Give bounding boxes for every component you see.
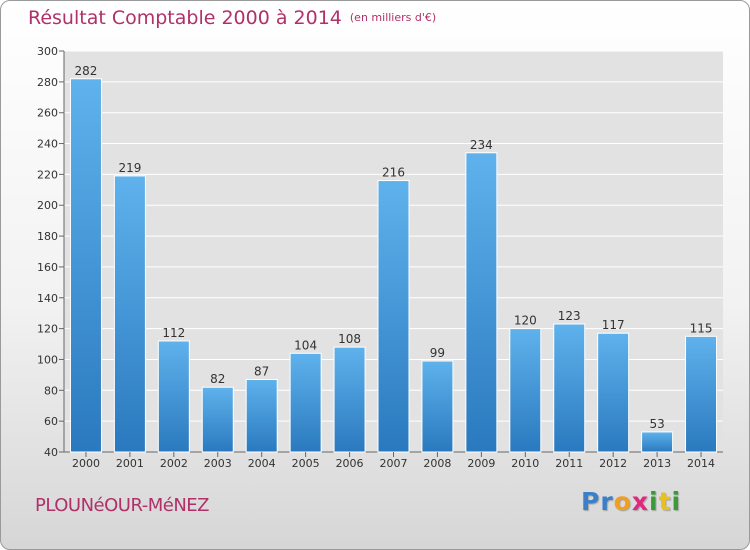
x-tick-label: 2009 xyxy=(467,457,495,470)
y-tick-label: 60 xyxy=(44,415,58,428)
y-tick-label: 140 xyxy=(37,292,58,305)
bar xyxy=(157,340,190,453)
bar xyxy=(113,175,146,453)
x-tick-label: 2002 xyxy=(160,457,188,470)
bar xyxy=(377,180,410,453)
x-tick-label: 2004 xyxy=(248,457,276,470)
logo-letter: o xyxy=(613,487,632,516)
data-label: 112 xyxy=(162,326,185,340)
commune-name: PLOUNéOUR-MéNEZ xyxy=(35,495,210,516)
bar xyxy=(597,332,630,453)
bar xyxy=(553,323,586,453)
x-tick-label: 2011 xyxy=(555,457,583,470)
bar xyxy=(333,346,366,453)
bar xyxy=(201,386,234,453)
x-tick-label: 2013 xyxy=(643,457,671,470)
logo-letter: r xyxy=(600,487,614,516)
data-label: 219 xyxy=(118,161,141,175)
y-tick-label: 200 xyxy=(37,199,58,212)
data-label: 82 xyxy=(210,372,225,386)
y-tick-label: 260 xyxy=(37,107,58,120)
data-label: 282 xyxy=(75,64,98,78)
data-label: 104 xyxy=(294,338,317,352)
logo-letter: t xyxy=(658,487,672,516)
bar xyxy=(421,360,454,453)
x-tick-label: 2001 xyxy=(116,457,144,470)
data-label: 123 xyxy=(558,309,581,323)
bar xyxy=(509,328,542,453)
data-label: 120 xyxy=(514,314,537,328)
y-tick-label: 180 xyxy=(37,230,58,243)
logo-letter: i xyxy=(649,487,659,516)
x-tick-label: 2000 xyxy=(72,457,100,470)
x-tick-label: 2014 xyxy=(687,457,715,470)
chart-title: Résultat Comptable 2000 à 2014 (en millie… xyxy=(28,7,436,29)
data-label: 117 xyxy=(602,318,625,332)
data-label: 99 xyxy=(430,346,445,360)
data-label: 108 xyxy=(338,332,361,346)
x-tick-label: 2005 xyxy=(292,457,320,470)
data-label: 115 xyxy=(690,321,713,335)
chart-title-text: Résultat Comptable 2000 à 2014 xyxy=(28,7,342,29)
y-tick-label: 80 xyxy=(44,384,58,397)
bar xyxy=(465,152,498,453)
x-tick-label: 2006 xyxy=(336,457,364,470)
chart-subtitle: (en milliers d'€) xyxy=(349,11,437,24)
logo-letter: i xyxy=(671,487,682,516)
bar xyxy=(289,352,322,453)
x-tick-label: 2012 xyxy=(599,457,627,470)
bar xyxy=(641,431,674,453)
proxiti-logo: Proxiti xyxy=(581,487,681,516)
data-label: 87 xyxy=(254,365,269,379)
y-tick-label: 100 xyxy=(37,353,58,366)
data-label: 216 xyxy=(382,166,405,180)
x-tick-label: 2003 xyxy=(204,457,232,470)
logo-letter: P xyxy=(581,487,601,516)
data-label: 234 xyxy=(470,138,493,152)
y-tick-label: 280 xyxy=(37,76,58,89)
x-tick-label: 2007 xyxy=(380,457,408,470)
y-tick-label: 40 xyxy=(44,446,58,459)
bar xyxy=(69,78,102,453)
data-label: 53 xyxy=(649,417,664,431)
bar xyxy=(245,379,278,453)
y-tick-label: 160 xyxy=(37,261,58,274)
x-tick-label: 2010 xyxy=(511,457,539,470)
logo-letter: x xyxy=(631,487,649,516)
bar xyxy=(685,335,718,453)
y-tick-label: 120 xyxy=(37,323,58,336)
x-tick-label: 2008 xyxy=(423,457,451,470)
y-tick-label: 300 xyxy=(37,45,58,58)
y-tick-label: 240 xyxy=(37,138,58,151)
y-tick-label: 220 xyxy=(37,168,58,181)
